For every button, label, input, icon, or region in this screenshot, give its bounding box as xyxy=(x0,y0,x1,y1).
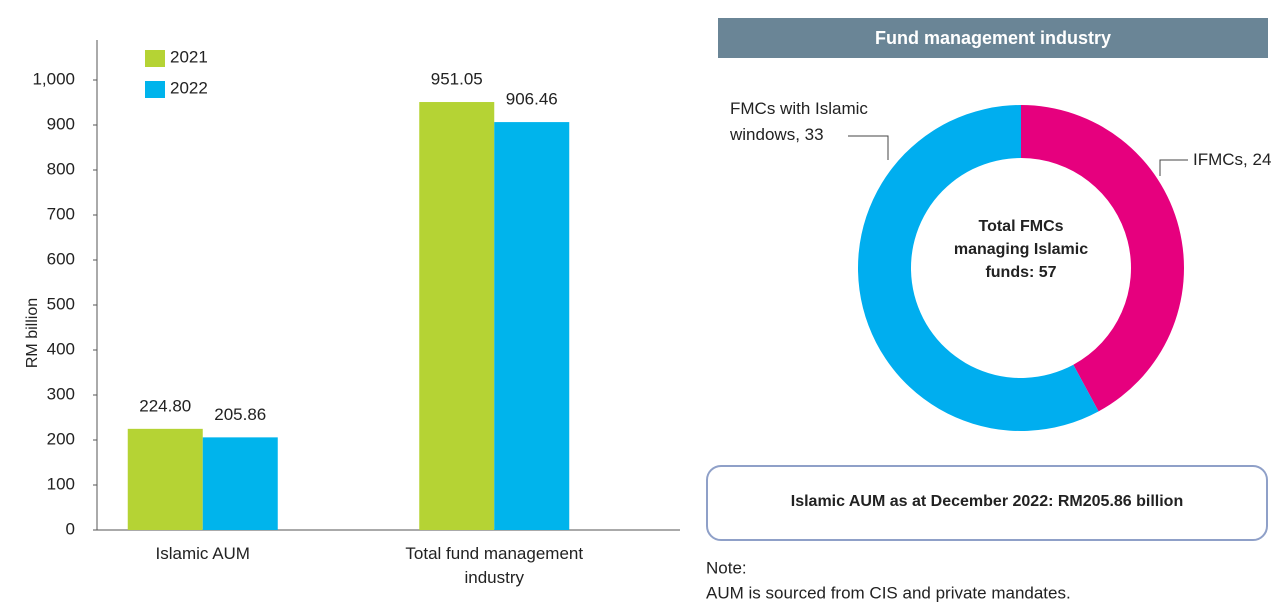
y-tick-label: 800 xyxy=(47,159,75,178)
bar xyxy=(202,437,278,530)
y-tick-label: 600 xyxy=(47,249,75,268)
x-tick-label: Total fund management industry xyxy=(405,544,584,587)
donut-center-text: Total FMCs managing Islamic funds: 57 xyxy=(953,218,1089,281)
y-tick-label: 500 xyxy=(47,294,75,313)
y-tick-label: 100 xyxy=(47,474,75,493)
donut-label: FMCs with Islamic windows, 33 xyxy=(730,99,868,144)
note-text: AUM is sourced from CIS and private mand… xyxy=(706,583,1071,602)
y-tick-label: 1,000 xyxy=(32,69,75,88)
donut-segment xyxy=(1021,105,1184,412)
header-banner xyxy=(718,18,1268,58)
y-tick-label: 0 xyxy=(66,519,75,538)
y-tick-label: 900 xyxy=(47,114,75,133)
y-tick-label: 200 xyxy=(47,429,75,448)
legend-swatch xyxy=(145,81,165,98)
y-tick-label: 400 xyxy=(47,339,75,358)
y-axis-label-holder: RM billion xyxy=(18,298,48,368)
note-title: Note: xyxy=(706,558,747,577)
bar xyxy=(127,428,203,530)
x-tick-label: Islamic AUM xyxy=(155,544,250,563)
donut-title: Fund management industry xyxy=(875,28,1111,48)
y-tick-label: 300 xyxy=(47,384,75,403)
callout-box xyxy=(706,465,1268,541)
y-axis-label: RM billion xyxy=(24,297,41,369)
callout: Islamic AUM as at December 2022: RM205.8… xyxy=(791,493,1183,510)
bar xyxy=(419,102,495,530)
value-label: 951.05 xyxy=(431,70,483,89)
value-label: 224.80 xyxy=(139,396,191,415)
value-label: 906.46 xyxy=(506,90,558,109)
leader-line xyxy=(1159,159,1188,176)
donut-segment xyxy=(857,104,1099,431)
y-tick-label: 700 xyxy=(47,204,75,223)
leader-line xyxy=(848,135,889,160)
value-label: 205.86 xyxy=(214,405,266,424)
donut-label: IFMCs, 24 xyxy=(1193,150,1272,169)
legend-swatch xyxy=(145,50,165,67)
legend-label: 2022 xyxy=(170,78,208,97)
bar xyxy=(494,122,570,530)
legend-label: 2021 xyxy=(170,47,208,66)
